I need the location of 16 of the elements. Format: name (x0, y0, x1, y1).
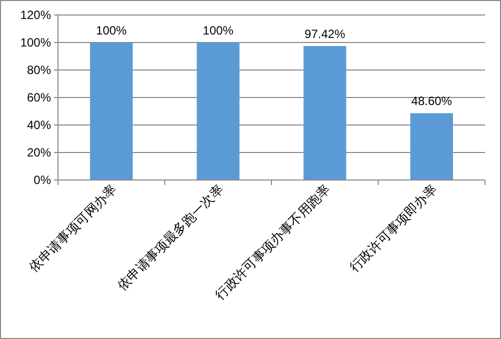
bar (304, 46, 346, 180)
x-tick-label: 行政许可事项即办率 (346, 182, 440, 275)
y-tick-label: 120% (20, 8, 52, 22)
bar (196, 42, 240, 180)
data-label: 48.60% (411, 94, 452, 108)
y-tick-label: 20% (26, 146, 52, 160)
y-tick-label: 100% (20, 36, 52, 50)
y-tick-label: 60% (26, 90, 52, 104)
bar (410, 113, 453, 180)
y-tick-label: 40% (26, 118, 52, 132)
data-label: 97.42% (304, 27, 346, 42)
data-label: 100% (202, 24, 234, 38)
bar (90, 42, 133, 180)
y-tick-label: 80% (26, 63, 52, 77)
data-label: 100% (96, 24, 128, 38)
y-tick-label: 0% (34, 173, 52, 187)
